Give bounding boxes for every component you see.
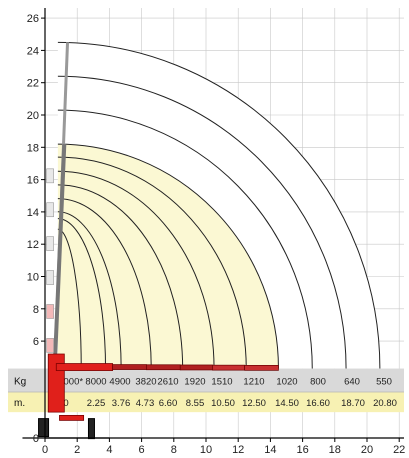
boom-section bbox=[46, 168, 54, 184]
boom-section bbox=[46, 338, 54, 353]
boom-section bbox=[46, 304, 54, 319]
reach-curves bbox=[57, 41, 381, 369]
outreach-value: 3.76 bbox=[112, 398, 131, 409]
boom-positions bbox=[46, 42, 70, 369]
outreach-value: 18.70 bbox=[341, 398, 365, 409]
inner-reach-area bbox=[57, 144, 279, 369]
load-value: 8000 bbox=[85, 376, 106, 387]
outreach-value: 4.73 bbox=[136, 398, 155, 409]
outreach-value: 2.25 bbox=[87, 398, 106, 409]
boom-section bbox=[46, 236, 54, 251]
y-tick-label: 24 bbox=[27, 45, 39, 57]
m-label: m. bbox=[14, 398, 25, 409]
inner-reach-curve bbox=[57, 184, 184, 369]
x-axis-ticks: 0 2 4 6 8 10 12 14 16 18 20 22 bbox=[42, 438, 405, 456]
stabilizer-left bbox=[38, 418, 50, 438]
outreach-value: 14.50 bbox=[275, 398, 299, 409]
boom-mid bbox=[52, 143, 67, 369]
y-tick-label: 10 bbox=[27, 272, 39, 284]
y-tick-label: 14 bbox=[27, 207, 39, 219]
inner-envelope-fill bbox=[57, 144, 279, 369]
load-value: 1020 bbox=[276, 376, 297, 387]
crane-boom-extension bbox=[212, 364, 245, 371]
outreach-value: 6.60 bbox=[159, 398, 178, 409]
crane-column bbox=[47, 353, 65, 413]
crane-icon bbox=[22, 353, 279, 440]
outer-reach-curve bbox=[57, 109, 313, 369]
y-tick-label: 8 bbox=[33, 304, 39, 316]
crane-boom-extension bbox=[146, 364, 181, 371]
x-tick-label: 14 bbox=[264, 444, 276, 456]
crane-boom-1 bbox=[55, 363, 114, 371]
load-table: Kg m. 18000* 8000 4900 3820 2610 1920 1510 1210 10… bbox=[8, 368, 404, 413]
outer-reach-curve bbox=[57, 75, 347, 369]
load-value: 640 bbox=[344, 376, 360, 387]
load-value: 18000* bbox=[53, 376, 83, 387]
outreach-value: 10.50 bbox=[211, 398, 235, 409]
x-tick-label: 6 bbox=[139, 444, 145, 456]
outreach-value: 16.60 bbox=[306, 398, 330, 409]
load-value: 3820 bbox=[135, 376, 156, 387]
y-tick-label: 18 bbox=[27, 142, 39, 154]
inner-reach-curve bbox=[57, 211, 122, 369]
inner-reach-curve bbox=[57, 170, 215, 369]
crane-boom-extension bbox=[244, 365, 279, 371]
inner-reach-curve bbox=[57, 228, 82, 369]
y-tick-label: 12 bbox=[27, 239, 39, 251]
x-tick-label: 4 bbox=[106, 444, 112, 456]
outer-reach-curve bbox=[57, 41, 381, 369]
y-tick-label: 26 bbox=[27, 13, 39, 25]
y-tick-label: 0 bbox=[33, 433, 39, 445]
crane-base bbox=[59, 414, 85, 421]
crane-boom-extension bbox=[179, 364, 213, 371]
x-tick-label: 18 bbox=[329, 444, 341, 456]
y-tick-label: 16 bbox=[27, 175, 39, 187]
load-value: 800 bbox=[310, 376, 326, 387]
kg-row-bg bbox=[8, 368, 404, 392]
load-value: 4900 bbox=[109, 376, 130, 387]
y-tick-label: 22 bbox=[27, 78, 39, 90]
outreach-value: 20.80 bbox=[373, 398, 397, 409]
x-tick-label: 2 bbox=[74, 444, 80, 456]
load-value: 1210 bbox=[243, 376, 264, 387]
x-tick-label: 20 bbox=[361, 444, 373, 456]
x-tick-label: 16 bbox=[296, 444, 308, 456]
y-tick-label: 6 bbox=[33, 336, 39, 348]
inner-reach-curve bbox=[57, 156, 247, 369]
y-axis-ticks: 0 6 8 10 12 14 16 18 20 22 24 26 bbox=[27, 13, 45, 445]
x-tick-label: 10 bbox=[200, 444, 212, 456]
load-value: 550 bbox=[376, 376, 392, 387]
y-tick-label: 20 bbox=[27, 110, 39, 122]
x-tick-label: 8 bbox=[171, 444, 177, 456]
load-value: 1920 bbox=[184, 376, 205, 387]
stabilizer-right bbox=[87, 418, 95, 440]
inner-reach-curve bbox=[57, 218, 107, 369]
crane-boom-extension bbox=[112, 364, 147, 370]
load-value: 2610 bbox=[157, 376, 178, 387]
kg-label: Kg bbox=[14, 376, 26, 387]
x-tick-label: 0 bbox=[42, 444, 48, 456]
x-tick-label: 22 bbox=[393, 444, 405, 456]
boom-section bbox=[46, 270, 54, 285]
inner-reach-curve bbox=[57, 198, 152, 369]
outreach-value: 8.55 bbox=[186, 398, 205, 409]
axes bbox=[44, 8, 404, 439]
inner-reach-curve bbox=[57, 143, 279, 369]
m-row-bg bbox=[8, 391, 404, 413]
outreach-value: 12.50 bbox=[242, 398, 266, 409]
load-value: 1510 bbox=[211, 376, 232, 387]
x-tick-label: 12 bbox=[232, 444, 244, 456]
boom-section bbox=[46, 202, 54, 218]
